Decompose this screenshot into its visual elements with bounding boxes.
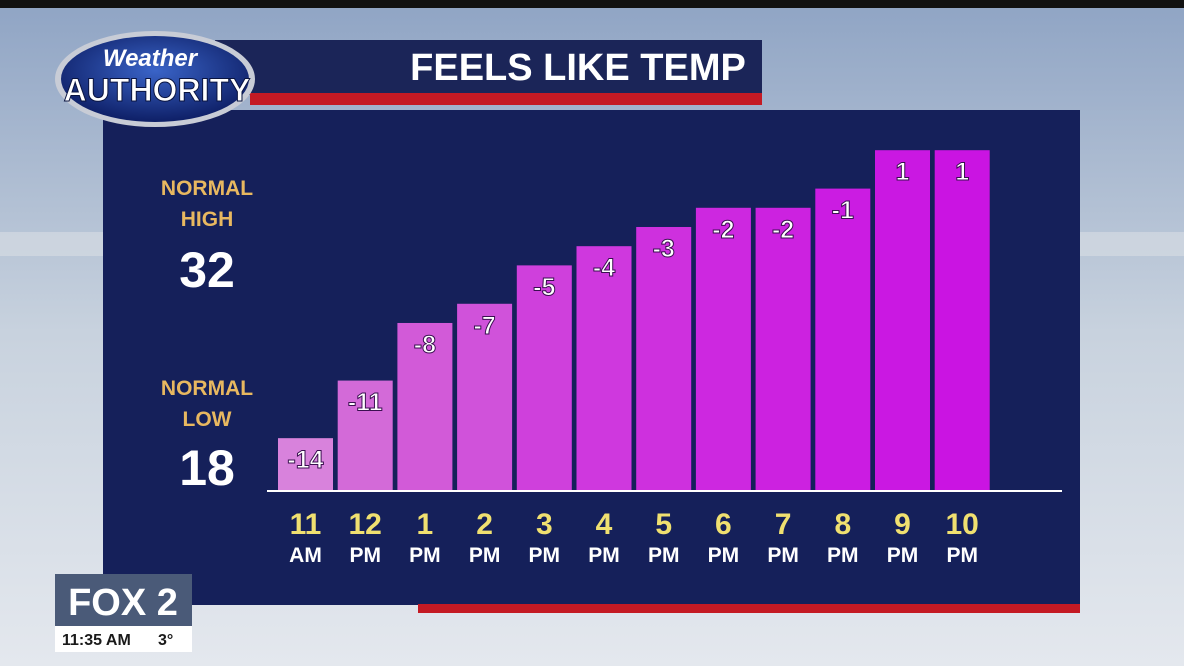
- bar: [457, 303, 513, 490]
- normal-label: LOW: [183, 408, 232, 431]
- normal-value: 18: [179, 440, 235, 496]
- bar: [815, 188, 871, 491]
- bar: [755, 207, 811, 490]
- x-tick-period: PM: [648, 544, 680, 567]
- bar: [397, 322, 453, 490]
- logo: [61, 36, 249, 122]
- x-tick-period: PM: [469, 544, 501, 567]
- bar: [278, 438, 333, 490]
- value-label: -8: [414, 331, 436, 359]
- x-tick-period: PM: [529, 544, 561, 567]
- value-label: 1: [955, 158, 969, 186]
- value-label: -7: [473, 312, 495, 340]
- value-label: -5: [533, 273, 555, 301]
- plot: -1411AM-1112PM-81PM-72PM-53PM-44PM-35PM-…: [278, 150, 990, 567]
- logo-text: AUTHORITY: [64, 72, 251, 108]
- x-tick-label: 10: [946, 508, 979, 541]
- bar: [636, 226, 692, 490]
- title-stripe: [250, 93, 762, 105]
- normal-label: NORMAL: [161, 377, 253, 400]
- x-tick-label: 3: [536, 508, 553, 541]
- value-label: 1: [896, 158, 910, 186]
- x-tick-label: 7: [775, 508, 792, 541]
- time: 11:35 AM: [62, 632, 131, 649]
- logo-text: Weather: [103, 45, 199, 72]
- normal-label: NORMAL: [161, 177, 253, 200]
- x-tick-label: 1: [417, 508, 434, 541]
- network-name: FOX 2: [68, 582, 178, 624]
- normal-label: HIGH: [181, 208, 234, 231]
- value-label: -4: [593, 254, 615, 282]
- x-tick-period: PM: [349, 544, 381, 567]
- x-tick-label: 2: [476, 508, 493, 541]
- x-tick-period: AM: [289, 544, 322, 567]
- chart-title: FEELS LIKE TEMP: [410, 47, 746, 89]
- bar: [337, 380, 393, 490]
- network-bug: [55, 574, 192, 626]
- x-tick-label: 11: [290, 508, 322, 541]
- bar: [875, 150, 930, 490]
- panel-stripe: [418, 604, 1080, 613]
- temperature: 3°: [158, 632, 173, 649]
- bar: [516, 265, 572, 490]
- x-tick-label: 8: [834, 508, 851, 541]
- x-tick-label: 9: [894, 508, 911, 541]
- x-tick-period: PM: [588, 544, 620, 567]
- value-label: -11: [348, 389, 383, 417]
- x-tick-period: PM: [409, 544, 441, 567]
- bar: [695, 207, 751, 490]
- top-border: [0, 0, 1184, 8]
- x-tick-label: 5: [655, 508, 672, 541]
- x-tick-period: PM: [946, 544, 978, 567]
- value-label: -2: [772, 216, 794, 244]
- x-tick-period: PM: [708, 544, 740, 567]
- value-label: -14: [287, 446, 323, 474]
- x-tick-label: 12: [349, 508, 382, 541]
- normal-value: 32: [179, 242, 235, 298]
- value-label: -2: [712, 216, 734, 244]
- title-panel: [215, 40, 762, 95]
- x-tick-label: 6: [715, 508, 732, 541]
- x-tick-period: PM: [887, 544, 919, 567]
- time-bar: [55, 626, 192, 652]
- bar: [934, 150, 990, 490]
- value-label: -1: [832, 197, 854, 225]
- x-tick-label: 4: [596, 508, 613, 541]
- x-tick-period: PM: [827, 544, 859, 567]
- x-tick-period: PM: [767, 544, 799, 567]
- bar: [576, 246, 632, 490]
- value-label: -3: [653, 235, 675, 263]
